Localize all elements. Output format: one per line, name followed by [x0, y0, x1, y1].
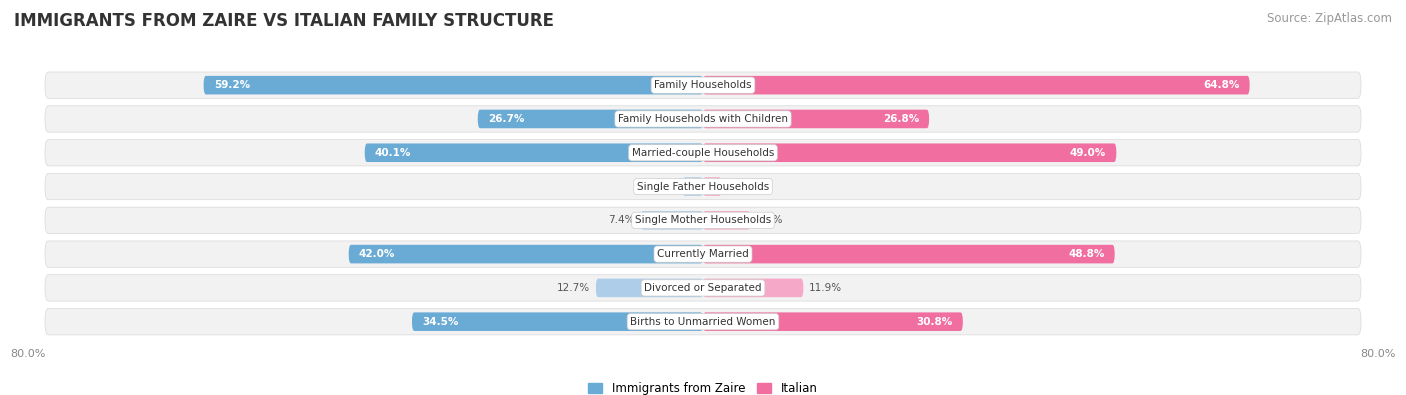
Text: 12.7%: 12.7%	[557, 283, 591, 293]
FancyBboxPatch shape	[45, 173, 1361, 200]
FancyBboxPatch shape	[703, 211, 751, 229]
Text: 26.7%: 26.7%	[488, 114, 524, 124]
FancyBboxPatch shape	[45, 241, 1361, 267]
FancyBboxPatch shape	[478, 110, 703, 128]
FancyBboxPatch shape	[364, 143, 703, 162]
FancyBboxPatch shape	[703, 278, 803, 297]
Text: Married-couple Households: Married-couple Households	[631, 148, 775, 158]
Text: IMMIGRANTS FROM ZAIRE VS ITALIAN FAMILY STRUCTURE: IMMIGRANTS FROM ZAIRE VS ITALIAN FAMILY …	[14, 12, 554, 30]
FancyBboxPatch shape	[412, 312, 703, 331]
Text: 11.9%: 11.9%	[810, 283, 842, 293]
FancyBboxPatch shape	[45, 275, 1361, 301]
FancyBboxPatch shape	[683, 177, 703, 196]
Text: Family Households: Family Households	[654, 80, 752, 90]
Text: Family Households with Children: Family Households with Children	[619, 114, 787, 124]
FancyBboxPatch shape	[45, 207, 1361, 233]
Text: 30.8%: 30.8%	[917, 317, 953, 327]
FancyBboxPatch shape	[45, 72, 1361, 98]
Text: Single Father Households: Single Father Households	[637, 182, 769, 192]
Legend: Immigrants from Zaire, Italian: Immigrants from Zaire, Italian	[583, 377, 823, 395]
Text: Single Mother Households: Single Mother Households	[636, 215, 770, 225]
Text: Births to Unmarried Women: Births to Unmarried Women	[630, 317, 776, 327]
FancyBboxPatch shape	[45, 308, 1361, 335]
FancyBboxPatch shape	[641, 211, 703, 229]
Text: 49.0%: 49.0%	[1070, 148, 1107, 158]
FancyBboxPatch shape	[703, 312, 963, 331]
Text: Currently Married: Currently Married	[657, 249, 749, 259]
FancyBboxPatch shape	[703, 245, 1115, 263]
Text: 59.2%: 59.2%	[214, 80, 250, 90]
Text: 34.5%: 34.5%	[422, 317, 458, 327]
Text: 64.8%: 64.8%	[1204, 80, 1240, 90]
Text: 5.6%: 5.6%	[756, 215, 783, 225]
FancyBboxPatch shape	[596, 278, 703, 297]
Text: 7.4%: 7.4%	[609, 215, 634, 225]
Text: Source: ZipAtlas.com: Source: ZipAtlas.com	[1267, 12, 1392, 25]
Text: Divorced or Separated: Divorced or Separated	[644, 283, 762, 293]
Text: 2.2%: 2.2%	[727, 182, 754, 192]
FancyBboxPatch shape	[703, 143, 1116, 162]
FancyBboxPatch shape	[703, 76, 1250, 94]
Text: 26.8%: 26.8%	[883, 114, 920, 124]
FancyBboxPatch shape	[45, 139, 1361, 166]
Text: 42.0%: 42.0%	[359, 249, 395, 259]
Text: 40.1%: 40.1%	[375, 148, 411, 158]
FancyBboxPatch shape	[349, 245, 703, 263]
FancyBboxPatch shape	[703, 177, 721, 196]
Text: 2.4%: 2.4%	[651, 182, 676, 192]
Text: 48.8%: 48.8%	[1069, 249, 1105, 259]
FancyBboxPatch shape	[45, 106, 1361, 132]
FancyBboxPatch shape	[703, 110, 929, 128]
FancyBboxPatch shape	[204, 76, 703, 94]
